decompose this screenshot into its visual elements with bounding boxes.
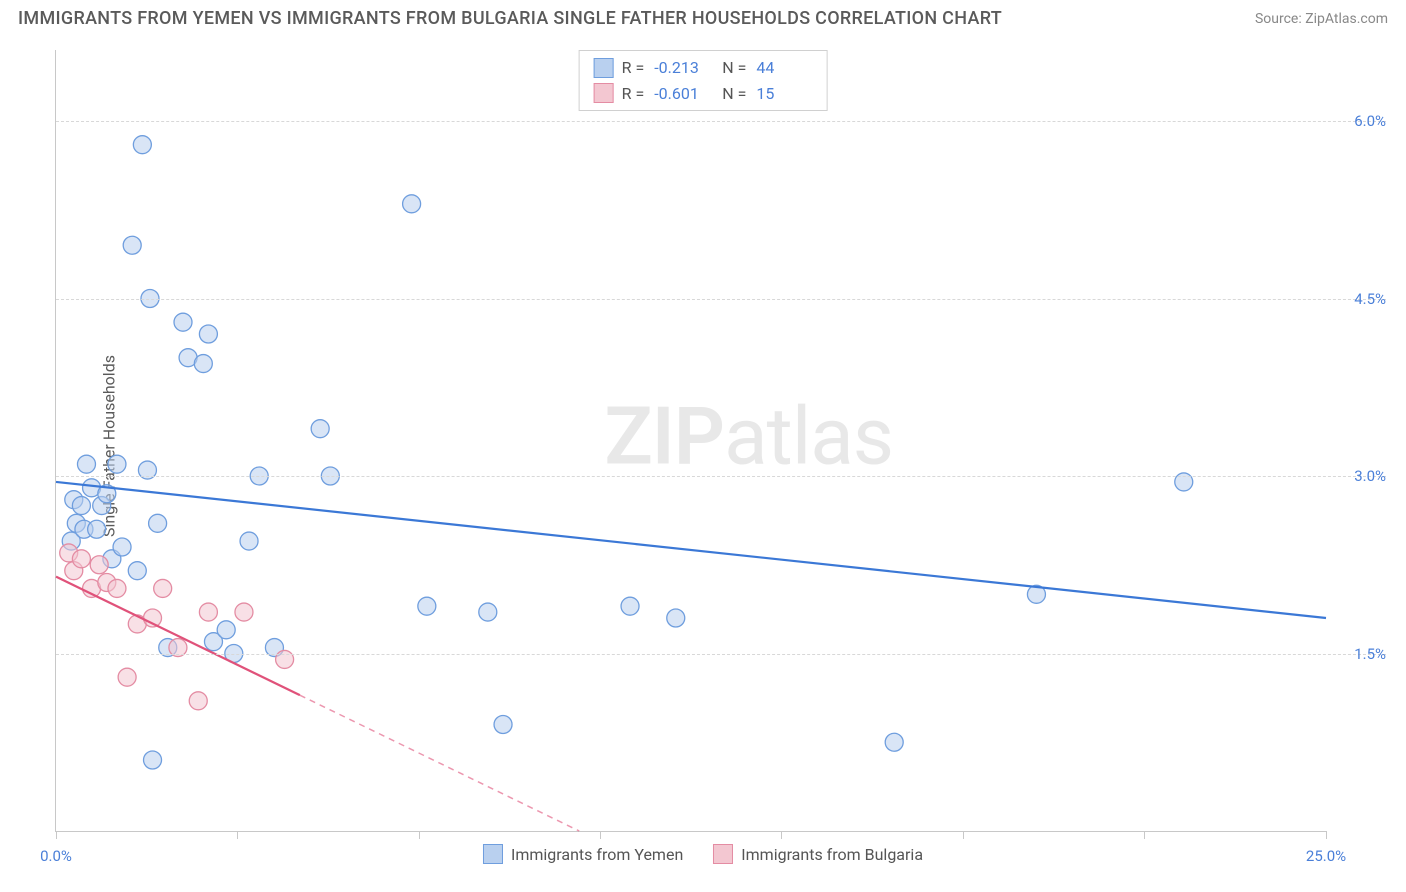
header: IMMIGRANTS FROM YEMEN VS IMMIGRANTS FROM…: [0, 0, 1406, 31]
scatter-point-yemen: [77, 455, 95, 473]
x-tick-label: 0.0%: [40, 847, 72, 865]
scatter-point-yemen: [667, 609, 685, 627]
scatter-point-bulgaria: [72, 550, 90, 568]
scatter-point-bulgaria: [235, 603, 253, 621]
legend-swatch-bulgaria: [713, 844, 733, 864]
scatter-point-yemen: [133, 136, 151, 154]
gridline: [56, 654, 1386, 655]
scatter-point-yemen: [199, 325, 217, 343]
scatter-point-yemen: [174, 313, 192, 331]
scatter-point-yemen: [217, 621, 235, 639]
x-tick: [1326, 831, 1327, 839]
scatter-point-yemen: [403, 195, 421, 213]
source-label: Source: ZipAtlas.com: [1255, 11, 1388, 27]
scatter-point-yemen: [494, 716, 512, 734]
r-value: -0.213: [654, 55, 710, 81]
scatter-point-bulgaria: [154, 579, 172, 597]
legend-swatch-yemen: [483, 844, 503, 864]
scatter-point-yemen: [149, 514, 167, 532]
trend-line-bulgaria: [56, 577, 300, 696]
correlation-legend: R = -0.213 N = 44 R = -0.601 N = 15: [579, 50, 828, 111]
n-label: N =: [718, 55, 746, 81]
gridline: [56, 299, 1386, 300]
x-tick: [963, 831, 964, 839]
x-tick-label: 25.0%: [1306, 847, 1346, 865]
scatter-point-yemen: [621, 597, 639, 615]
gridline: [56, 476, 1386, 477]
scatter-point-yemen: [418, 597, 436, 615]
scatter-point-yemen: [194, 355, 212, 373]
r-value: -0.601: [654, 81, 710, 107]
scatter-point-yemen: [108, 455, 126, 473]
scatter-point-yemen: [72, 497, 90, 515]
scatter-point-yemen: [479, 603, 497, 621]
n-value: 15: [756, 81, 812, 107]
scatter-plot-svg: [56, 50, 1326, 831]
r-label: R =: [622, 55, 645, 81]
legend-item-yemen: Immigrants from Yemen: [483, 844, 683, 864]
x-tick: [781, 831, 782, 839]
scatter-point-yemen: [88, 520, 106, 538]
chart-title: IMMIGRANTS FROM YEMEN VS IMMIGRANTS FROM…: [18, 8, 1002, 29]
x-tick: [419, 831, 420, 839]
chart-plot-area: ZIPatlas 1.5%3.0%4.5%6.0%0.0%25.0%: [55, 50, 1326, 832]
legend-swatch-yemen: [594, 58, 614, 78]
legend-label: Immigrants from Yemen: [511, 845, 683, 864]
trend-line-dashed-bulgaria: [300, 695, 579, 831]
scatter-point-yemen: [144, 751, 162, 769]
scatter-point-bulgaria: [108, 579, 126, 597]
series-legend: Immigrants from Yemen Immigrants from Bul…: [473, 844, 933, 864]
scatter-point-yemen: [113, 538, 131, 556]
y-tick-label: 6.0%: [1331, 112, 1386, 130]
x-tick: [237, 831, 238, 839]
y-tick-label: 3.0%: [1331, 467, 1386, 485]
correlation-row-bulgaria: R = -0.601 N = 15: [594, 81, 813, 107]
legend-item-bulgaria: Immigrants from Bulgaria: [713, 844, 923, 864]
scatter-point-bulgaria: [189, 692, 207, 710]
x-tick: [56, 831, 57, 839]
scatter-point-bulgaria: [199, 603, 217, 621]
r-label: R =: [622, 81, 645, 107]
scatter-point-bulgaria: [90, 556, 108, 574]
y-tick-label: 4.5%: [1331, 290, 1386, 308]
n-value: 44: [756, 55, 812, 81]
scatter-point-yemen: [128, 562, 146, 580]
x-tick: [1144, 831, 1145, 839]
scatter-point-yemen: [240, 532, 258, 550]
y-tick-label: 1.5%: [1331, 645, 1386, 663]
n-label: N =: [718, 81, 746, 107]
legend-label: Immigrants from Bulgaria: [741, 845, 923, 864]
legend-swatch-bulgaria: [594, 83, 614, 103]
scatter-point-yemen: [123, 236, 141, 254]
x-tick: [600, 831, 601, 839]
scatter-point-bulgaria: [118, 668, 136, 686]
scatter-point-yemen: [311, 420, 329, 438]
scatter-point-yemen: [885, 733, 903, 751]
gridline: [56, 121, 1386, 122]
correlation-row-yemen: R = -0.213 N = 44: [594, 55, 813, 81]
